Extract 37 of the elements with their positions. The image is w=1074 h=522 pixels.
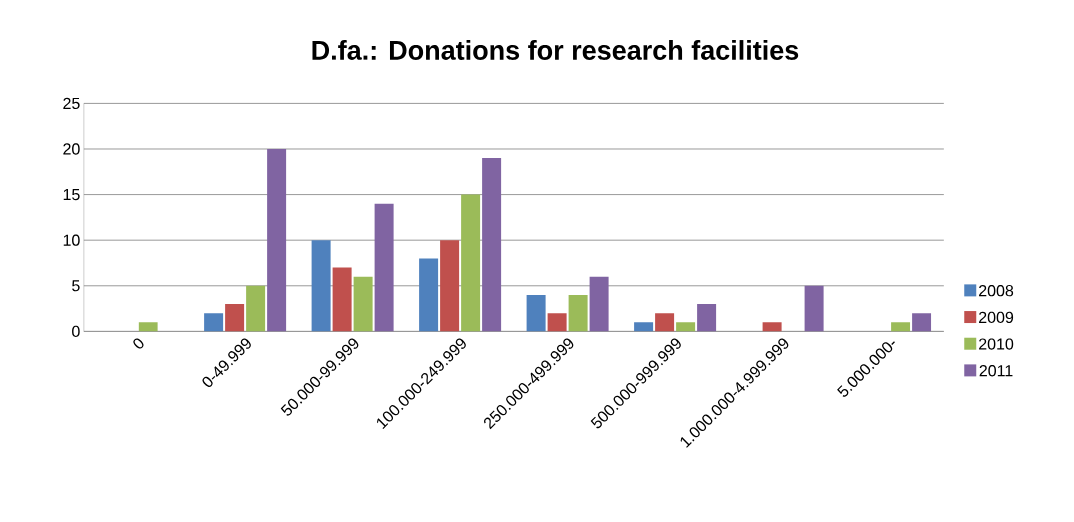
legend-label: 2011 [979,365,1013,377]
x-tick-label: 0 [133,338,144,349]
bar [225,304,245,332]
bar [891,322,911,332]
bar [676,322,696,332]
bar [311,240,331,332]
bar [204,313,224,332]
legend-label: 2010 [979,338,1014,350]
y-tick-label: 10 [63,234,80,246]
bar [138,322,158,332]
bar [526,294,546,332]
y-tick-label: 15 [63,189,80,201]
bar [353,276,373,332]
bar [634,322,654,332]
bar [374,203,394,332]
bar [419,258,439,332]
legend-label: 2009 [979,311,1014,324]
bar [804,285,824,332]
bar [246,285,266,332]
y-tick-label: 0 [72,325,80,338]
bar [332,267,352,332]
bar [568,294,588,332]
legend-label: 2008 [979,285,1014,297]
bar [461,194,481,332]
y-tick-label: 5 [72,280,80,292]
bar [267,148,287,332]
bar [762,322,782,332]
bar [655,313,675,332]
bar [547,313,567,332]
y-tick-label: 25 [63,97,80,110]
bar [697,304,717,332]
bar [912,313,932,332]
bar [589,276,609,332]
y-tick-label: 20 [63,143,80,155]
bar [482,158,502,332]
chart-title: D.fa.: Donations for research facilities [312,40,799,60]
bar [440,240,460,332]
